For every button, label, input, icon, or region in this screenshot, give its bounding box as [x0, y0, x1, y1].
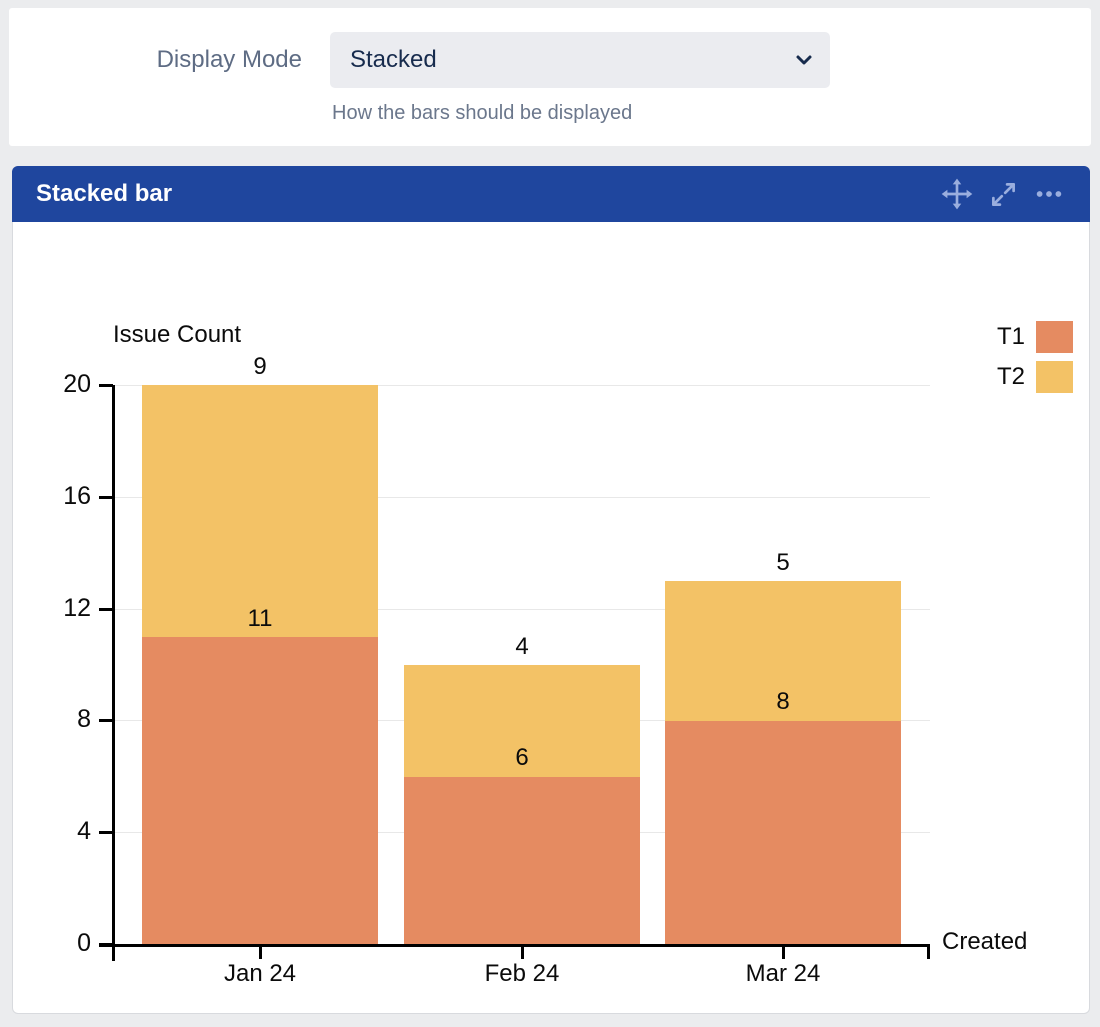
- legend-label: T2: [996, 363, 1025, 390]
- x-tick-label: Feb 24: [484, 960, 560, 987]
- y-axis-tick: [99, 719, 113, 722]
- legend-swatch: [1036, 361, 1073, 393]
- bar-segment-t1-feb-24[interactable]: [404, 776, 640, 944]
- bar-value-label: 9: [253, 353, 267, 380]
- bar-segment-t2-feb-24[interactable]: [404, 665, 640, 777]
- bar-value-label: 4: [515, 633, 529, 660]
- y-axis-tick: [99, 496, 113, 499]
- legend-swatch: [1036, 321, 1073, 353]
- move-icon[interactable]: [941, 178, 973, 210]
- more-icon[interactable]: [1034, 179, 1064, 209]
- bar-segment-t1-jan-24[interactable]: [142, 637, 378, 944]
- gridline: [113, 609, 930, 610]
- y-axis-tick: [99, 608, 113, 611]
- gadget-title: Stacked bar: [36, 180, 173, 207]
- display-mode-select[interactable]: Stacked: [330, 32, 830, 88]
- x-axis-line: [99, 944, 930, 947]
- y-tick-label: 4: [77, 817, 91, 845]
- x-axis-tick: [782, 947, 785, 959]
- x-axis-end-tick: [927, 947, 930, 959]
- display-mode-value: Stacked: [350, 46, 437, 73]
- y-tick-label: 8: [77, 705, 91, 733]
- bar-value-label: 8: [776, 688, 790, 715]
- chart-legend: T1 T2: [997, 321, 1073, 393]
- bar-value-label: 6: [515, 744, 529, 771]
- y-tick-label: 12: [63, 594, 91, 622]
- bar-value-label: 11: [247, 605, 273, 632]
- x-axis-tick: [521, 947, 524, 959]
- y-tick-label: 0: [77, 929, 91, 957]
- chevron-down-icon: [796, 55, 812, 65]
- x-tick-label: Mar 24: [745, 960, 821, 987]
- legend-label: T1: [996, 323, 1025, 350]
- gridline: [113, 497, 930, 498]
- legend-item-t1[interactable]: T1: [997, 321, 1073, 353]
- bar-segment-t2-jan-24[interactable]: [142, 385, 378, 637]
- chart-y-axis-title: Issue Count: [113, 321, 242, 348]
- y-axis-line: [112, 385, 115, 961]
- expand-icon[interactable]: [990, 181, 1017, 208]
- gadget-actions: [941, 178, 1090, 210]
- x-axis-tick: [259, 947, 262, 959]
- y-axis-tick: [99, 384, 113, 387]
- display-mode-helper-text: How the bars should be displayed: [332, 102, 633, 124]
- y-tick-label: 16: [63, 482, 91, 510]
- gadget-config-card: Display Mode Stacked How the bars should…: [9, 8, 1091, 146]
- chart-area: Issue Count Created T1 T2 0 4 8 12 16 20 11 9 Jan…: [13, 223, 1089, 1013]
- gadget-header: Stacked bar: [12, 166, 1090, 222]
- bar-segment-t1-mar-24[interactable]: [665, 720, 901, 944]
- display-mode-label: Display Mode: [156, 46, 302, 73]
- y-tick-label: 20: [63, 370, 91, 398]
- gridline: [113, 385, 930, 386]
- chart-x-axis-title: Created: [942, 928, 1028, 955]
- stacked-bar-gadget: Stacked bar: [12, 166, 1090, 1014]
- bar-value-label: 5: [776, 549, 790, 576]
- x-tick-label: Jan 24: [223, 960, 297, 987]
- legend-item-t2[interactable]: T2: [997, 361, 1073, 393]
- y-axis-tick: [99, 831, 113, 834]
- bar-segment-t2-mar-24[interactable]: [665, 581, 901, 721]
